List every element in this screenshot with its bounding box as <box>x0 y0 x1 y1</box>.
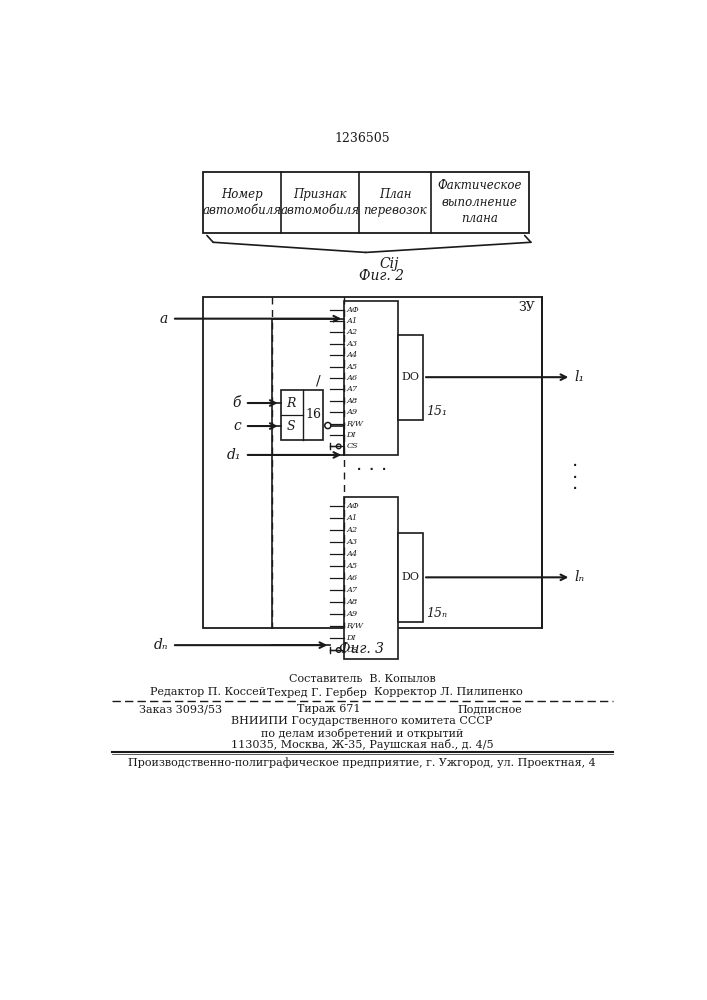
Text: А8: А8 <box>346 598 358 606</box>
Text: А9: А9 <box>346 610 358 618</box>
Text: Редактор П. Коссей: Редактор П. Коссей <box>151 687 267 697</box>
Bar <box>344 301 398 455</box>
Text: А1: А1 <box>346 514 358 522</box>
Text: Производственно-полиграфическое предприятие, г. Ужгород, ул. Проектная, 4: Производственно-полиграфическое предприя… <box>128 757 596 768</box>
Text: DI: DI <box>346 634 356 642</box>
Text: Признак
автомобиля: Признак автомобиля <box>281 188 360 217</box>
Text: d₁: d₁ <box>226 448 241 462</box>
Text: c: c <box>233 419 241 433</box>
Text: А7: А7 <box>346 586 358 594</box>
Text: А5: А5 <box>346 562 358 570</box>
Bar <box>203 172 529 233</box>
Text: по делам изобретений и открытий: по делам изобретений и открытий <box>261 728 463 739</box>
Text: А3: А3 <box>346 538 358 546</box>
Bar <box>344 497 398 659</box>
Text: А2: А2 <box>346 526 358 534</box>
Text: /: / <box>316 374 320 388</box>
Text: ВНИИПИ Государственного комитета СССР: ВНИИПИ Государственного комитета СССР <box>231 716 493 726</box>
Text: ·: · <box>572 480 578 499</box>
Text: А4: А4 <box>346 550 358 558</box>
Text: А3: А3 <box>346 340 358 348</box>
Text: А6: А6 <box>346 574 358 582</box>
Text: АФ: АФ <box>346 306 359 314</box>
Text: R/W: R/W <box>346 622 363 630</box>
Text: ·: · <box>572 469 578 488</box>
Text: А6: А6 <box>346 374 358 382</box>
Text: DO: DO <box>402 572 420 582</box>
Text: ·: · <box>572 457 578 476</box>
Text: a: a <box>160 312 168 326</box>
Text: Cij: Cij <box>380 257 399 271</box>
Text: План
перевозок: План перевозок <box>363 188 427 217</box>
Text: 113035, Москва, Ж-35, Раушская наб., д. 4/5: 113035, Москва, Ж-35, Раушская наб., д. … <box>230 739 493 750</box>
Text: б: б <box>233 396 241 410</box>
Text: Заказ 3093/53: Заказ 3093/53 <box>139 704 222 714</box>
Text: 15₁: 15₁ <box>426 405 448 418</box>
Text: CS: CS <box>346 442 358 450</box>
Text: dₙ: dₙ <box>153 638 168 652</box>
Text: S: S <box>287 420 296 433</box>
Text: R: R <box>286 397 296 410</box>
Text: А2: А2 <box>346 328 358 336</box>
Text: l₁: l₁ <box>574 370 585 384</box>
Text: Составитель  В. Копылов: Составитель В. Копылов <box>288 674 436 684</box>
Text: 16: 16 <box>305 408 321 421</box>
Text: Фактическое
выполнение
плана: Фактическое выполнение плана <box>438 179 522 225</box>
Bar <box>203 297 542 628</box>
Bar <box>281 389 323 440</box>
Text: А1: А1 <box>346 317 358 325</box>
Text: А9: А9 <box>346 408 358 416</box>
Text: Тираж 671: Тираж 671 <box>297 704 361 714</box>
Text: DO: DO <box>402 372 420 382</box>
Text: R/W: R/W <box>346 420 363 428</box>
Text: А4: А4 <box>346 351 358 359</box>
Text: lₙ: lₙ <box>574 570 585 584</box>
Text: А8: А8 <box>346 397 358 405</box>
Text: ЗУ: ЗУ <box>519 301 535 314</box>
Text: 1236505: 1236505 <box>334 132 390 145</box>
Text: Подписное: Подписное <box>457 704 522 714</box>
Bar <box>398 335 423 420</box>
Text: АФ: АФ <box>346 502 359 510</box>
Text: Номер
автомобиля: Номер автомобиля <box>203 188 281 217</box>
Text: Фиг. 2: Фиг. 2 <box>359 269 404 283</box>
Text: DI: DI <box>346 431 356 439</box>
Text: · · ·: · · · <box>356 461 387 480</box>
Text: Техред Г. Гербер: Техред Г. Гербер <box>267 687 367 698</box>
Text: А5: А5 <box>346 363 358 371</box>
Text: Фиг. 3: Фиг. 3 <box>339 642 385 656</box>
Text: А7: А7 <box>346 385 358 393</box>
Text: CS: CS <box>346 646 358 654</box>
Text: 15ₙ: 15ₙ <box>426 607 448 620</box>
Bar <box>398 533 423 622</box>
Text: Корректор Л. Пилипенко: Корректор Л. Пилипенко <box>373 687 522 697</box>
